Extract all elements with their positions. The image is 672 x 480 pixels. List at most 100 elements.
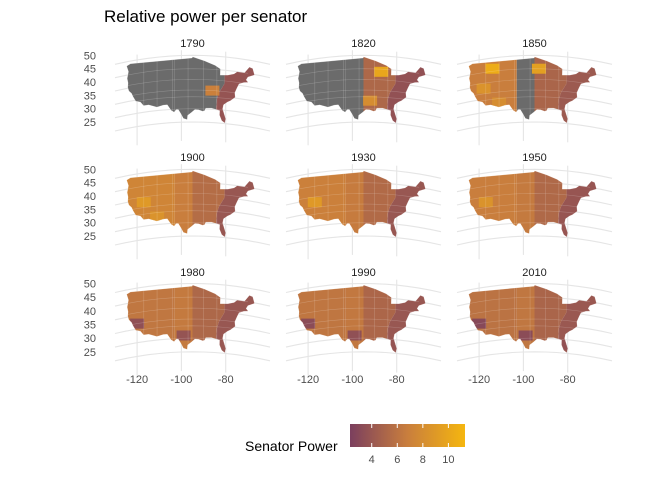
legend-tick-label: 6 — [394, 454, 400, 466]
state-border — [297, 318, 419, 326]
state-borders — [297, 285, 419, 353]
state-map — [126, 170, 255, 237]
state-map — [468, 56, 597, 123]
lat-gridline — [285, 235, 442, 246]
state-border — [126, 307, 248, 315]
lat-tick-label: 35 — [84, 204, 96, 216]
us-outline — [468, 56, 597, 124]
facet-1930: 1930 — [285, 152, 442, 260]
lon-tick-label: -80 — [389, 374, 405, 386]
legend-colorbar — [350, 424, 465, 447]
lon-tick-label: -80 — [218, 374, 234, 386]
state-highlight — [176, 330, 191, 341]
state-highlight — [485, 63, 500, 74]
facet-title: 1820 — [351, 38, 375, 50]
us-outline — [297, 56, 426, 124]
us-outline — [126, 56, 255, 124]
state-highlight — [531, 63, 546, 74]
lat-gridline — [285, 121, 442, 132]
lat-tick-label: 25 — [84, 117, 96, 129]
lon-tick-label: -120 — [468, 374, 490, 386]
state-highlight — [301, 318, 316, 329]
lat-gridline — [285, 54, 442, 65]
state-highlight — [385, 339, 400, 350]
chart-title: Relative power per senator — [104, 7, 308, 26]
lon-tick-label: -80 — [560, 374, 576, 386]
facet-1790: 1790 — [114, 38, 271, 146]
lat-tick-label: 50 — [84, 50, 96, 62]
state-highlight — [347, 330, 362, 341]
state-border — [297, 307, 419, 315]
state-map — [297, 285, 426, 353]
state-border — [126, 325, 248, 333]
lat-gridline — [285, 282, 442, 294]
state-highlight — [472, 318, 487, 329]
us-outline — [297, 170, 426, 238]
lat-gridline — [456, 351, 613, 362]
state-highlight — [478, 197, 493, 208]
lat-tick-label: 45 — [84, 64, 96, 76]
state-border — [126, 203, 248, 211]
us-outline — [126, 170, 255, 238]
state-border — [468, 192, 590, 201]
lat-gridline — [456, 54, 613, 65]
state-map — [126, 56, 255, 123]
lat-tick-label: 35 — [84, 320, 96, 332]
lat-tick-label: 50 — [84, 164, 96, 176]
lat-gridline — [456, 121, 613, 132]
lat-gridline — [114, 235, 271, 246]
lat-gridline — [456, 235, 613, 246]
state-border — [126, 78, 248, 87]
lat-tick-label: 25 — [84, 231, 96, 243]
lat-tick-label: 45 — [84, 292, 96, 304]
state-highlight — [214, 339, 229, 350]
state-border — [297, 210, 419, 218]
state-border — [126, 318, 248, 326]
lon-tick-label: -100 — [512, 374, 534, 386]
state-border — [126, 210, 248, 218]
us-outline — [468, 284, 597, 354]
lat-tick-label: 35 — [84, 90, 96, 102]
state-borders — [468, 56, 590, 123]
state-highlight — [130, 318, 145, 329]
state-map — [297, 170, 426, 237]
state-border — [126, 96, 248, 104]
state-highlight — [307, 197, 322, 208]
facet-2010: 2010 — [456, 267, 613, 376]
state-highlight — [556, 339, 571, 350]
state-highlight — [150, 211, 165, 222]
legend-title: Senator Power — [245, 438, 338, 454]
lat-tick-label: 30 — [84, 333, 96, 345]
lat-tick-label: 45 — [84, 178, 96, 190]
lat-gridline — [456, 282, 613, 294]
lat-tick-label: 40 — [84, 77, 96, 89]
facet-title: 1850 — [522, 38, 546, 50]
state-border — [468, 307, 590, 315]
state-border — [468, 78, 590, 87]
lat-gridline — [114, 282, 271, 294]
legend-tick-label: 4 — [369, 454, 375, 466]
state-border — [297, 78, 419, 87]
region-plains — [516, 56, 535, 123]
state-map — [126, 285, 255, 353]
state-map — [468, 285, 597, 353]
lat-gridline — [114, 121, 271, 132]
facet-title: 1900 — [180, 152, 204, 164]
region-plains — [516, 170, 535, 237]
state-border — [468, 210, 590, 218]
state-border — [468, 203, 590, 211]
axes: 253035404550253035404550253035404550-120… — [84, 50, 576, 386]
lat-tick-label: 40 — [84, 306, 96, 318]
lon-tick-label: -120 — [297, 374, 319, 386]
region-plains — [345, 170, 364, 237]
facet-title: 1950 — [522, 152, 546, 164]
lat-gridline — [285, 168, 442, 179]
lat-gridline — [285, 351, 442, 362]
state-highlight — [492, 97, 507, 108]
facet-1980: 1980 — [114, 267, 271, 376]
lon-tick-label: -120 — [126, 374, 148, 386]
state-border — [468, 96, 590, 104]
region-plains — [174, 56, 193, 123]
facet-title: 1930 — [351, 152, 375, 164]
legend-tick-label: 10 — [442, 454, 454, 466]
